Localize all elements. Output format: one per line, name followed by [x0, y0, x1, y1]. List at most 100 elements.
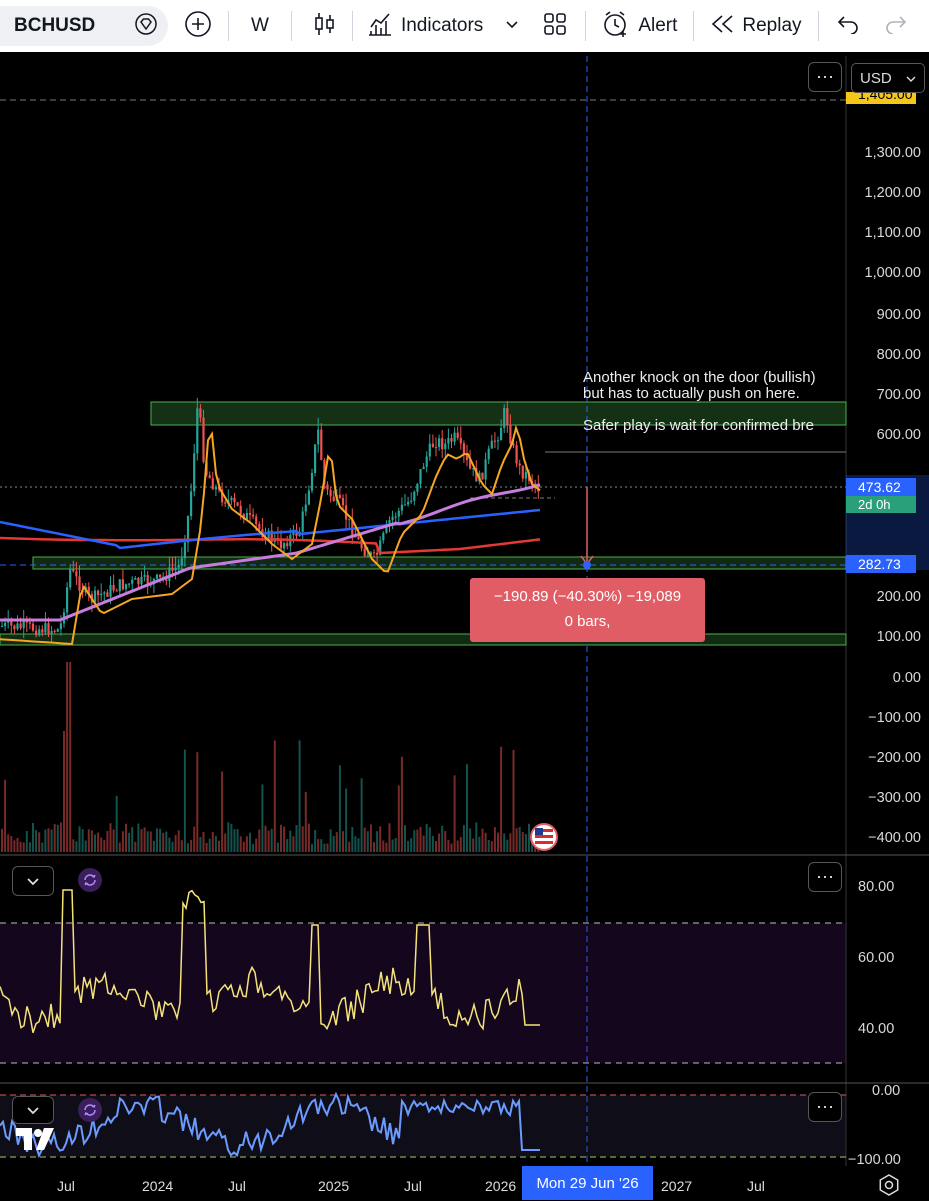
volume-bar [143, 827, 146, 852]
rsi-collapse-button[interactable] [12, 866, 54, 896]
candle-body [369, 552, 372, 556]
annotation-line-2[interactable]: but has to actually push on here. [583, 385, 800, 402]
chevron-down-icon [906, 70, 916, 87]
candle-body [385, 524, 388, 533]
candle-body [109, 584, 112, 597]
volume-bar [376, 831, 379, 852]
candle-body [410, 500, 413, 502]
osc-refresh-icon[interactable] [78, 1098, 102, 1122]
annotation-line-1[interactable]: Another knock on the door (bullish) [583, 369, 816, 386]
volume-bar [286, 839, 289, 852]
candles-icon[interactable] [314, 11, 336, 42]
volume-bar [320, 839, 323, 852]
rsi-refresh-icon[interactable] [78, 868, 102, 892]
tradingview-logo-icon[interactable] [16, 1128, 56, 1156]
osc-pane-more-button[interactable]: ⋯ [808, 1092, 842, 1122]
price-axis-label: 1,200.00 [864, 185, 921, 201]
candle-body [233, 497, 236, 503]
volume-bar [397, 785, 400, 852]
candle-body [202, 417, 205, 462]
more-dots-icon: ⋯ [816, 866, 834, 887]
chevron-down-icon [26, 1100, 40, 1121]
volume-bar [224, 833, 227, 852]
chevron-down-icon[interactable] [505, 17, 519, 35]
volume-bar [447, 840, 450, 852]
interval-button[interactable]: W [251, 15, 269, 36]
candle-body [31, 623, 35, 631]
volume-bar [435, 841, 437, 852]
divider [693, 11, 695, 41]
settings-icon[interactable] [878, 1174, 900, 1201]
replay-icon[interactable] [710, 13, 736, 40]
add-symbol-icon[interactable] [184, 10, 212, 43]
redo-icon[interactable] [885, 14, 907, 39]
volume-bar [487, 839, 490, 852]
symbol-search[interactable]: BCHUSD [0, 6, 168, 46]
diamond-icon[interactable] [134, 12, 158, 41]
indicators-icon[interactable] [367, 11, 393, 42]
replay-button[interactable]: Replay [742, 15, 802, 36]
volume-bar [314, 830, 317, 852]
volume-bar [515, 828, 518, 852]
candle-body [379, 540, 382, 555]
time-axis-label: Jul [228, 1178, 246, 1194]
candle-body [317, 429, 320, 445]
volume-bar [444, 831, 447, 852]
currency-select[interactable]: USD [851, 63, 925, 93]
volume-bar [205, 842, 208, 852]
price-axis-label: −300.00 [868, 790, 921, 806]
undo-icon[interactable] [837, 14, 859, 39]
volume-bar [59, 822, 62, 852]
rsi-pane-more-button[interactable]: ⋯ [808, 862, 842, 892]
divider [290, 11, 292, 41]
candle-body [314, 444, 317, 473]
volume-bar [478, 836, 481, 852]
volume-bar [363, 827, 366, 852]
volume-bar [506, 839, 509, 852]
volume-bar [106, 830, 109, 852]
layout-grid-icon[interactable] [543, 12, 567, 41]
volume-bar [338, 765, 341, 852]
volume-bar [521, 831, 524, 852]
volume-bar [1, 828, 3, 852]
volume-bar [298, 740, 301, 852]
indicators-button[interactable]: Indicators [400, 15, 484, 36]
candle-body [4, 622, 7, 626]
time-axis-label: 2025 [318, 1178, 350, 1194]
candle-body [13, 625, 16, 630]
candle-body [469, 459, 472, 469]
time-axis-label: Jul [747, 1178, 765, 1194]
alert-button[interactable]: Alert [638, 15, 678, 36]
volume-bar [509, 833, 512, 852]
candle-body [159, 574, 162, 578]
annotation-line-3[interactable]: Safer play is wait for confirmed bre [583, 417, 814, 434]
volume-bar [44, 829, 47, 852]
candle-body [496, 440, 500, 442]
main-pane-more-button[interactable]: ⋯ [808, 62, 842, 92]
candle-body [236, 502, 239, 506]
volume-bar [159, 828, 162, 852]
candle-body [93, 590, 97, 603]
rsi-band [0, 923, 846, 1063]
candle-body [118, 579, 121, 592]
candle-body [47, 623, 50, 635]
volume-bar [177, 830, 180, 852]
volume-bar [208, 838, 211, 852]
candle-body [168, 567, 171, 581]
osc-collapse-button[interactable] [12, 1096, 54, 1124]
volume-bar [199, 837, 202, 852]
volume-bar [87, 829, 90, 852]
alert-clock-icon[interactable] [602, 10, 630, 43]
volume-bar [190, 840, 193, 852]
volume-bar [131, 827, 134, 852]
chart-canvas[interactable] [0, 52, 929, 1200]
volume-bar [335, 832, 338, 852]
volume-bar [317, 838, 320, 852]
volume-bar [38, 832, 41, 852]
candle-body [56, 629, 59, 632]
volume-bar [22, 842, 25, 852]
candle-body [270, 530, 273, 542]
volume-bar [196, 752, 199, 852]
candle-body [515, 445, 518, 464]
candle-body [190, 491, 193, 517]
